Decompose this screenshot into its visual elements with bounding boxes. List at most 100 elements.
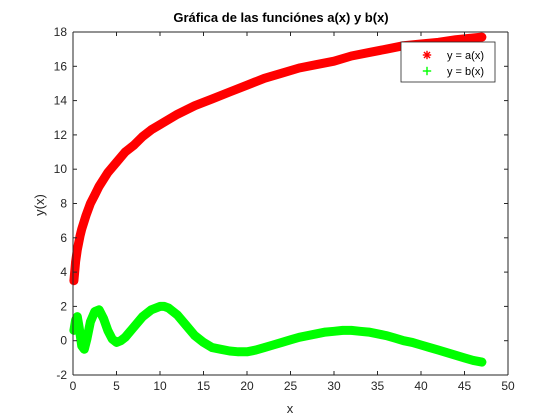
data-point: [190, 101, 199, 110]
data-point: [208, 94, 217, 104]
x-tick-label: 5: [113, 379, 120, 393]
data-point: [338, 326, 347, 335]
data-point: [90, 307, 99, 316]
data-point: [364, 48, 373, 57]
data-point: [277, 68, 286, 78]
data-point: [442, 348, 452, 357]
data-point: [147, 305, 156, 315]
data-point: [112, 158, 121, 167]
data-point: [416, 340, 426, 350]
x-tick-label: 45: [458, 379, 472, 393]
data-point: [107, 334, 117, 344]
data-point: [77, 225, 86, 234]
legend-box: [400, 41, 496, 83]
data-point: [73, 312, 82, 321]
data-point: [75, 231, 85, 241]
data-point: [477, 357, 487, 367]
data-point: [147, 125, 156, 134]
legend: y = a(x) y = b(x): [400, 41, 496, 83]
y-tick-label: 0: [60, 334, 67, 348]
data-point: [208, 343, 217, 352]
data-point: [160, 302, 169, 311]
data-point: [173, 310, 182, 320]
x-tick-label: 15: [197, 379, 211, 393]
data-point: [242, 80, 252, 90]
y-tick-label: 12: [54, 128, 68, 142]
data-point: [312, 329, 321, 339]
data-point: [390, 333, 400, 343]
data-point: [216, 345, 226, 354]
data-point: [268, 340, 278, 350]
x-tick-label: 30: [327, 379, 341, 393]
data-point: [242, 347, 252, 357]
data-point: [94, 305, 104, 315]
data-point: [112, 338, 121, 347]
data-point: [425, 343, 434, 352]
legend-marker-b: [422, 66, 432, 76]
x-tick-label: 25: [284, 379, 298, 393]
series-b: [69, 301, 487, 367]
data-point: [155, 120, 165, 129]
data-point: [260, 343, 269, 352]
data-point: [295, 333, 304, 342]
legend-symbols: [422, 50, 432, 76]
data-point: [86, 199, 95, 208]
x-tick-label: 50: [501, 379, 515, 393]
x-tick-label: 35: [371, 379, 385, 393]
data-point: [80, 345, 89, 354]
data-point: [69, 326, 79, 335]
data-point: [181, 321, 191, 330]
x-tick-label: 40: [414, 379, 428, 393]
data-point: [451, 351, 460, 360]
y-tick-label: 18: [54, 25, 68, 39]
y-axis-label: y(x): [32, 194, 47, 216]
data-point: [329, 56, 339, 66]
data-point: [74, 322, 84, 332]
data-point: [399, 336, 408, 345]
data-point: [303, 331, 313, 340]
data-point: [460, 353, 469, 363]
data-point: [434, 345, 443, 355]
data-point: [99, 314, 108, 323]
data-point: [225, 346, 234, 356]
data-point: [469, 33, 478, 43]
legend-entry-b: y = b(x): [447, 66, 484, 78]
y-tick-label: 2: [60, 299, 67, 313]
data-point: [286, 335, 295, 345]
data-point: [129, 140, 139, 150]
x-tick-label: 0: [70, 379, 77, 393]
y-tick-label: 16: [54, 59, 68, 73]
data-point: [199, 338, 208, 347]
data-point: [164, 303, 173, 313]
data-point: [364, 327, 373, 337]
data-point: [138, 312, 147, 321]
series-band-1: [69, 301, 487, 367]
data-point: [295, 63, 304, 73]
data-point: [121, 147, 130, 157]
data-point: [129, 322, 139, 332]
data-point: [321, 327, 330, 337]
y-tick-label: 8: [60, 197, 67, 211]
data-point: [90, 190, 99, 200]
data-point: [408, 338, 417, 347]
data-point: [116, 336, 126, 345]
data-point: [81, 211, 91, 220]
data-point: [121, 333, 130, 342]
data-point: [103, 168, 112, 177]
legend-entry-a: y = a(x): [447, 50, 484, 62]
x-axis-label: x: [287, 401, 294, 416]
data-point: [355, 327, 365, 336]
data-point: [86, 317, 95, 327]
data-point: [329, 327, 339, 336]
x-tick-label: 20: [240, 379, 254, 393]
data-point: [469, 356, 478, 365]
data-point: [94, 182, 104, 191]
data-point: [260, 74, 269, 83]
data-point: [103, 326, 112, 335]
y-tick-label: 4: [60, 265, 67, 279]
data-point: [138, 132, 147, 141]
data-point: [190, 331, 199, 340]
data-point: [277, 338, 286, 347]
